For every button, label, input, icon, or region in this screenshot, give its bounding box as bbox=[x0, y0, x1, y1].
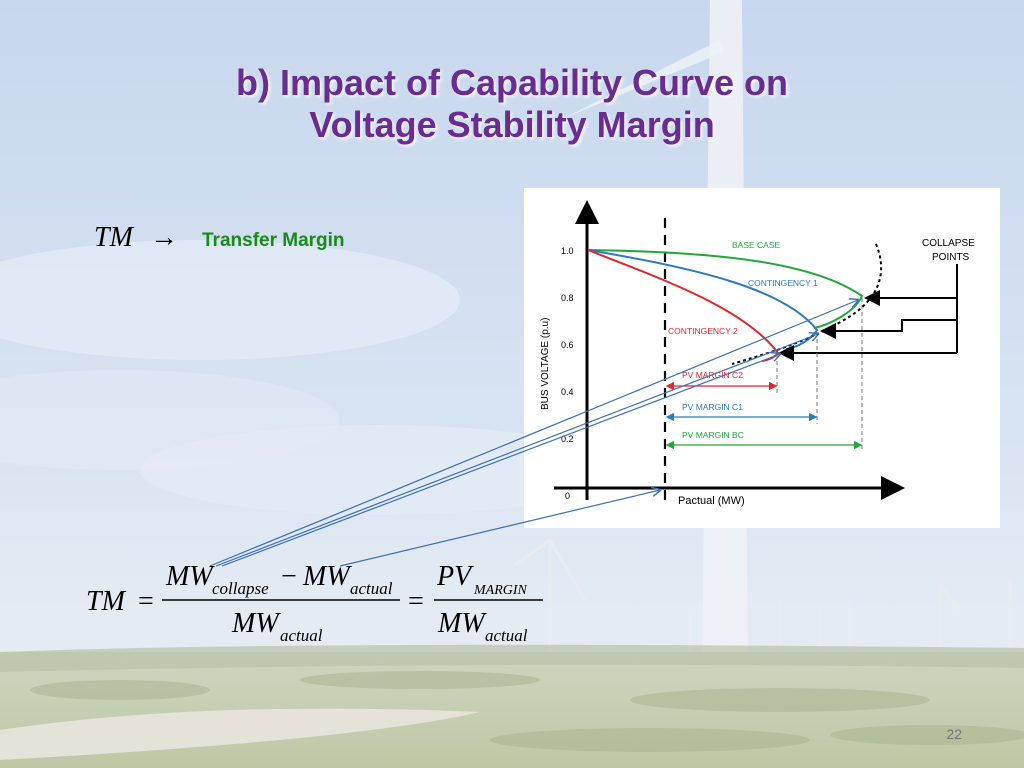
formula-num-mw2: MW bbox=[302, 561, 352, 592]
title-line-2: Voltage Stability Margin bbox=[309, 104, 715, 145]
formula-num2-pv: PV bbox=[436, 561, 474, 592]
formula-den-sub: actual bbox=[280, 626, 323, 645]
title-line-1: b) Impact of Capability Curve on bbox=[235, 62, 789, 103]
page-number: 22 bbox=[946, 726, 962, 742]
formula-minus: − bbox=[281, 561, 297, 592]
contingency-1-label: CONTINGENCY 1 bbox=[748, 278, 818, 288]
collapse-label-line-2: POINTS bbox=[932, 252, 970, 263]
collapse-arrow-c1 bbox=[820, 319, 957, 339]
formula-num2-sub: MARGIN bbox=[473, 583, 528, 598]
formula-den-mw: MW bbox=[231, 608, 281, 639]
formula-equals-1: = bbox=[138, 586, 154, 617]
formula-den2-mw: MW bbox=[437, 608, 487, 639]
y-tick-0-8: 0.8 bbox=[561, 293, 574, 303]
y-tick-1-0: 1.0 bbox=[561, 246, 574, 256]
formula-num-mw1: MW bbox=[165, 561, 215, 592]
slide-title: b) Impact of Capability Curve on Voltage… bbox=[0, 62, 1024, 146]
right-arrow-icon: → bbox=[150, 222, 178, 253]
base-case-label: BASE CASE bbox=[732, 240, 781, 250]
formula-num-sub1: collapse bbox=[212, 579, 269, 598]
transfer-margin-label: Transfer Margin bbox=[202, 230, 345, 251]
tm-symbol: TM bbox=[94, 222, 133, 253]
collapse-label-line-1: COLLAPSE bbox=[922, 238, 975, 249]
formula-equals-2: = bbox=[408, 586, 424, 617]
formula-den2-sub: actual bbox=[485, 626, 528, 645]
formula-num-sub2: actual bbox=[350, 579, 393, 598]
formula-lhs: TM bbox=[86, 586, 127, 617]
